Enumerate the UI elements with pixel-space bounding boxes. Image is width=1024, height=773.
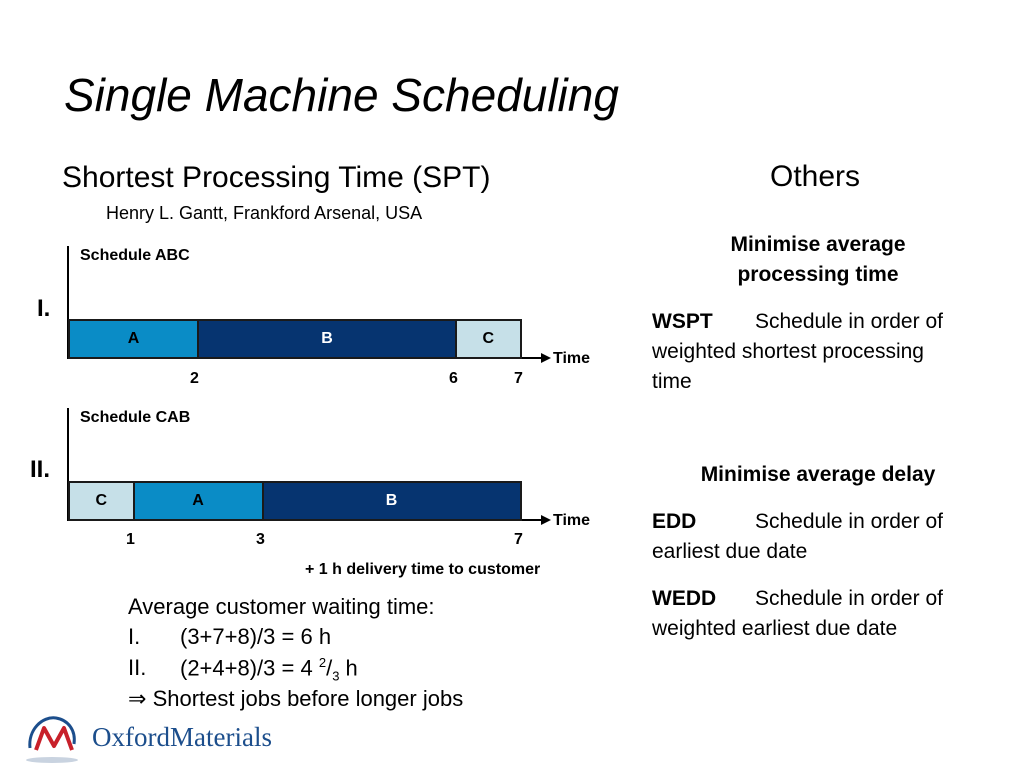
section-processing-heading-line1: Minimise average [730, 233, 906, 256]
waiting-heading: Average customer waiting time: [128, 594, 435, 619]
spt-heading: Shortest Processing Time (SPT) [62, 161, 491, 194]
section-processing-heading-line2: processing time [737, 263, 899, 286]
others-heading: Others [770, 160, 861, 193]
schedule-1-axis-label: Time [553, 350, 591, 367]
spt-subheading: Henry L. Gantt, Frankford Arsenal, USA [106, 203, 423, 223]
waiting-line-2-roman: II. [128, 655, 147, 680]
schedule-2-label: Schedule CAB [80, 409, 191, 426]
section-delay-heading: Minimise average delay [700, 463, 936, 486]
edd-term: EDD [652, 510, 697, 533]
schedule-1-bar-a: A [68, 319, 199, 359]
schedule-2-tick: 1 [126, 531, 135, 548]
schedule-2-roman: II. [30, 456, 51, 483]
waiting-line-1: (3+7+8)/3 = 6 h [180, 624, 332, 649]
wspt-desc-2: weighted shortest processing [652, 340, 924, 363]
schedule-2-axis-arrow [541, 515, 551, 525]
schedule-1-axis-arrow [541, 353, 551, 363]
page-title: Single Machine Scheduling [64, 69, 619, 121]
oxford-materials-logo-icon [22, 708, 86, 768]
schedule-1-tick: 6 [449, 370, 458, 387]
wedd-desc-2: weighted earliest due date [652, 617, 898, 640]
schedule-2-tick: 3 [256, 531, 265, 548]
fraction-denominator: 3 [332, 668, 340, 684]
waiting-line-2: (2+4+8)/3 = 4 2/3 h [180, 655, 358, 684]
wspt-item: WSPT Schedule in order of weighted shorte… [652, 307, 992, 397]
edd-desc-2: earliest due date [652, 540, 808, 563]
schedule-2-tick: 7 [514, 531, 523, 548]
schedule-1-y-axis [67, 246, 69, 359]
wedd-term: WEDD [652, 587, 717, 610]
wspt-desc-1: Schedule in order of [755, 310, 943, 333]
waiting-line-2-prefix: (2+4+8)/3 = 4 [180, 655, 319, 681]
section-processing-heading: Minimise average processing time [650, 230, 986, 290]
waiting-line-1-roman: I. [128, 624, 141, 649]
waiting-conclusion: ⇒ Shortest jobs before longer jobs [128, 686, 463, 712]
implies-icon: ⇒ [128, 686, 147, 711]
edd-desc-1: Schedule in order of [755, 510, 943, 533]
wspt-desc-3: time [652, 370, 692, 393]
schedule-1-bar-c: C [455, 319, 522, 359]
oxford-materials-logo-text: OxfordMaterials [92, 722, 272, 753]
wedd-item: WEDD Schedule in order of weighted earlie… [652, 584, 992, 644]
schedule-2-bar-c: C [68, 481, 135, 521]
schedule-1-bar-b: B [197, 319, 457, 359]
schedule-2-bar-a: A [132, 481, 264, 521]
delivery-note: + 1 h delivery time to customer [305, 561, 541, 578]
logo-text-materials: Materials [169, 722, 272, 752]
waiting-line-2-unit: h [339, 655, 358, 681]
schedule-2-axis-label: Time [553, 512, 591, 529]
waiting-conclusion-text: Shortest jobs before longer jobs [152, 686, 464, 711]
schedule-1-tick: 2 [190, 370, 199, 387]
schedule-2-bar-b: B [261, 481, 522, 521]
edd-item: EDD Schedule in order of earliest due dat… [652, 507, 992, 567]
schedule-1-tick: 7 [514, 370, 523, 387]
schedule-1-roman: I. [37, 295, 51, 322]
schedule-2-y-axis [67, 408, 69, 521]
wspt-term: WSPT [652, 310, 713, 333]
fraction-slash: / [326, 655, 333, 681]
logo-text-oxford: Oxford [92, 722, 170, 752]
schedule-1-label: Schedule ABC [80, 247, 190, 264]
wedd-desc-1: Schedule in order of [755, 587, 943, 610]
fraction-numerator: 2 [318, 655, 327, 670]
